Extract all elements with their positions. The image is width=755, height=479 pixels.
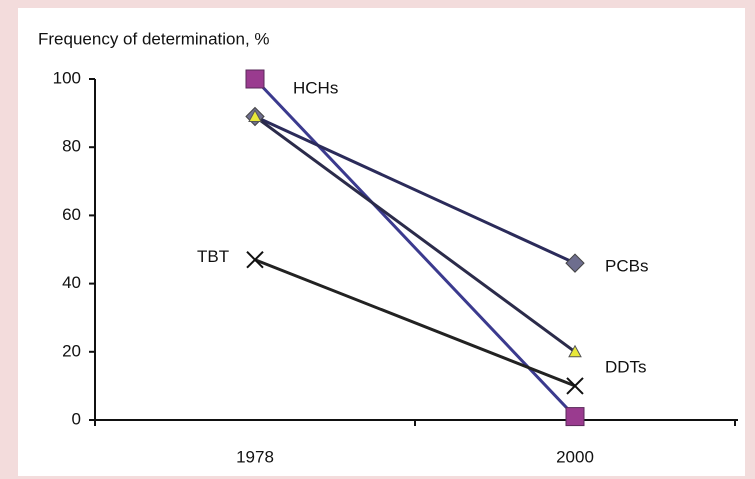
series-label: HCHs	[293, 78, 338, 97]
marker	[568, 344, 582, 358]
y-tick-label: 100	[53, 68, 81, 87]
marker	[565, 253, 585, 273]
series-label: DDTs	[605, 357, 647, 376]
y-axis-label: Frequency of determination, %	[38, 29, 270, 48]
y-tick-label: 80	[62, 137, 81, 156]
series-line	[253, 77, 577, 418]
series-line	[254, 115, 576, 354]
y-tick-label: 40	[62, 273, 81, 292]
marker	[245, 69, 265, 89]
series-label: PCBs	[605, 257, 648, 276]
y-tick-label: 20	[62, 341, 81, 360]
series-line	[254, 258, 576, 388]
panel	[18, 8, 745, 476]
x-tick-label: 2000	[556, 447, 594, 466]
series-line	[254, 115, 576, 265]
x-tick-label: 1978	[236, 447, 274, 466]
marker	[566, 377, 584, 395]
marker	[246, 251, 264, 269]
series-label: TBT	[197, 247, 229, 266]
marker	[248, 109, 262, 123]
marker	[565, 407, 585, 427]
y-tick-label: 60	[62, 205, 81, 224]
y-tick-label: 0	[72, 409, 81, 428]
